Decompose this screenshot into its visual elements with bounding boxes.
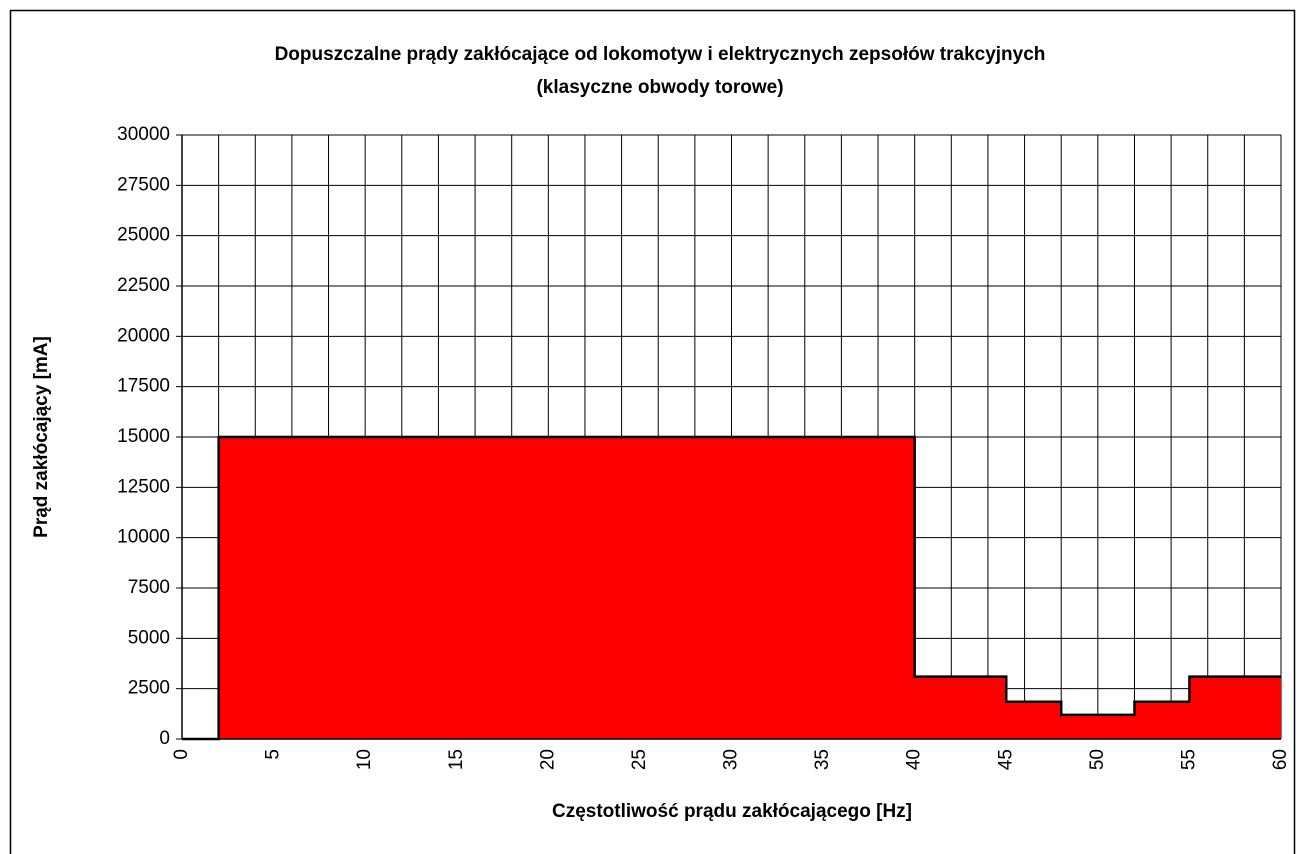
x-tick-label: 35 <box>812 749 833 770</box>
x-axis-label: Częstotliwość prądu zakłócającego [Hz] <box>552 801 912 822</box>
y-tick-label: 22500 <box>117 275 170 296</box>
y-tick-label: 30000 <box>117 124 170 145</box>
y-tick-label: 7500 <box>128 577 170 598</box>
y-tick-label: 17500 <box>117 376 170 397</box>
x-tick-label: 55 <box>1178 749 1199 770</box>
x-tick-label: 15 <box>446 749 467 770</box>
y-tick-label: 5000 <box>128 627 170 648</box>
y-tick-label: 12500 <box>117 476 170 497</box>
chart-title: Dopuszczalne prądy zakłócające od lokomo… <box>275 44 1046 65</box>
x-tick-label: 60 <box>1270 749 1291 770</box>
x-tick-label: 20 <box>537 749 558 770</box>
x-tick-label: 50 <box>1087 749 1108 770</box>
x-tick-label: 45 <box>995 749 1016 770</box>
chart-subtitle: (klasyczne obwody torowe) <box>536 77 783 98</box>
x-tick-label: 30 <box>721 749 742 770</box>
y-axis-label: Prąd zakłócający [mA] <box>31 336 52 538</box>
y-tick-label: 20000 <box>117 325 170 346</box>
y-tick-label: 10000 <box>117 527 170 548</box>
x-tick-label: 0 <box>171 749 192 760</box>
y-tick-label: 25000 <box>117 225 170 246</box>
y-tick-label: 27500 <box>117 174 170 195</box>
x-tick-label: 10 <box>354 749 375 770</box>
area-line <box>182 435 1281 741</box>
x-tick-label: 25 <box>629 749 650 770</box>
x-tick-label: 40 <box>904 749 925 770</box>
area-fill <box>182 437 1281 739</box>
y-tick-label: 15000 <box>117 426 170 447</box>
y-tick-label: 0 <box>159 728 170 749</box>
x-tick-label: 5 <box>263 749 284 760</box>
y-tick-label: 2500 <box>128 678 170 699</box>
